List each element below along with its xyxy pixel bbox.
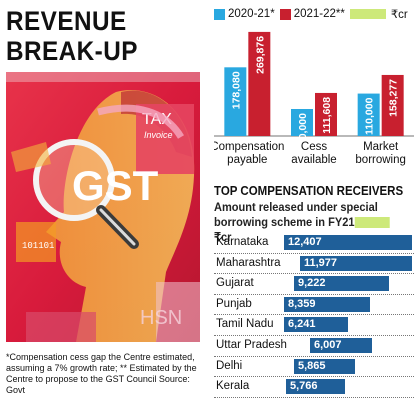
receivers-subtitle-highlight: [354, 217, 390, 229]
bar-2020-21*-cess-available: [291, 109, 313, 136]
bar-2021-22**-market-borrowing: [381, 74, 404, 136]
footnote-line-1: *Compensation cess gap the Centre estima…: [6, 352, 195, 362]
receivers-subtitle: Amount released under special borrowing …: [214, 200, 398, 245]
legend-unit-highlight: [349, 9, 386, 19]
receiver-row: Gujarat 9,222: [214, 274, 414, 295]
receivers-title: TOP COMPENSATION RECEIVERS: [214, 184, 404, 198]
receiver-bar: 5,766: [286, 379, 346, 395]
receiver-bar: 5,865: [294, 358, 355, 374]
magnifier-lens: [33, 139, 115, 221]
gst-text: GST: [72, 162, 159, 209]
receiver-name: Tamil Nadu: [216, 318, 274, 331]
category-label: Cess: [301, 141, 327, 153]
receiver-name: Punjab: [216, 297, 252, 310]
bar-value-label: 111,608: [321, 97, 333, 134]
receiver-value: 11,977: [304, 256, 338, 269]
receiver-bar: 12,407: [284, 235, 412, 250]
chart-legend: 2020-21* 2021-22** ₹cr: [214, 6, 408, 22]
gst-illustration: TAX Invoice GST 101101 HSN: [6, 72, 200, 342]
receivers-bar-chart: Karnataka 12,407 Maharashtra 11,977 Gujarat 9…: [214, 233, 414, 398]
legend-swatch-2021-22: [279, 8, 291, 20]
receiver-bar: 11,977: [300, 255, 412, 271]
category-label: Market: [363, 141, 399, 153]
footnote: *Compensation cess gap the Centre estima…: [6, 352, 206, 396]
receiver-bar: 8,359: [284, 296, 371, 312]
receiver-name: Gujarat: [216, 277, 254, 290]
receiver-value: 5,865: [298, 359, 326, 372]
invoice-text: Invoice: [144, 130, 173, 140]
receiver-name: Uttar Pradesh: [216, 338, 287, 351]
category-label: Compensation: [214, 141, 284, 153]
receiver-value: 6,007: [314, 338, 342, 351]
receiver-value: 5,766: [290, 380, 318, 393]
receiver-value: 6,241: [288, 318, 316, 331]
hsn-text: HSN: [140, 307, 182, 329]
receiver-row: Delhi 5,865: [214, 357, 414, 378]
binary-text: 101101: [22, 241, 54, 251]
receiver-bar: 6,241: [284, 317, 349, 333]
legend-item-2021-22: 2021-22**: [279, 8, 345, 20]
footnote-line-2: assuming a 7% growth rate; ** Estimated …: [6, 363, 197, 373]
category-label: payable: [227, 154, 267, 166]
receivers-subtitle-line-2: borrowing scheme in FY21: [214, 215, 355, 229]
receiver-row: Maharashtra 11,977: [214, 254, 414, 275]
bar-value-label: 178,080: [230, 71, 242, 109]
headline-line-1: REVENUE: [6, 6, 127, 36]
legend-label-2021-22: 2021-22**: [293, 8, 345, 20]
receiver-name: Maharashtra: [216, 256, 281, 269]
bar-value-label: 110,000: [364, 97, 376, 135]
receiver-name: Karnataka: [216, 236, 269, 248]
bar-2021-22**-cess-available: [315, 92, 337, 136]
bar-2020-21*-compensation-payable: [224, 67, 247, 136]
receiver-row: Kerala 5,766: [214, 377, 414, 398]
category-label: borrowing: [355, 154, 406, 166]
bar-value-label: 158,277: [388, 79, 400, 117]
bar-2020-21*-market-borrowing: [357, 93, 380, 136]
receiver-bar: 9,222: [294, 276, 390, 292]
headline-line-2: BREAK-UP: [6, 36, 138, 66]
receiver-bar: 6,007: [310, 337, 372, 353]
receivers-subtitle-line-2-row: borrowing scheme in FY21₹cr: [214, 215, 398, 245]
footnote-line-3: Centre to propose to the GST Council Sou…: [6, 374, 190, 395]
category-label: available: [291, 154, 336, 166]
bar-2021-22**-compensation-payable: [248, 31, 271, 137]
receiver-name: Delhi: [216, 359, 243, 372]
receiver-name: Kerala: [216, 380, 250, 393]
receiver-row: Punjab 8,359: [214, 295, 414, 316]
headline: REVENUE BREAK-UP: [6, 6, 186, 66]
receiver-row: Uttar Pradesh 6,007: [214, 336, 414, 357]
legend-swatch-2020-21: [214, 8, 225, 20]
bar-value-label: 269,876: [254, 36, 266, 74]
receiver-value: 12,407: [288, 236, 322, 248]
receiver-row: Tamil Nadu 6,241: [214, 315, 414, 336]
receiver-value: 8,359: [288, 297, 316, 310]
receivers-unit: ₹cr: [214, 230, 232, 244]
legend-unit: ₹cr: [390, 9, 408, 21]
legend-label-2020-21: 2020-21*: [228, 8, 275, 20]
receiver-row: Karnataka 12,407: [214, 233, 414, 254]
receiver-value: 9,222: [298, 277, 326, 290]
legend-item-2020-21: 2020-21*: [214, 8, 275, 20]
bar-value-label: 70,000: [297, 113, 309, 145]
receivers-subtitle-line-1: Amount released under special: [214, 200, 378, 214]
